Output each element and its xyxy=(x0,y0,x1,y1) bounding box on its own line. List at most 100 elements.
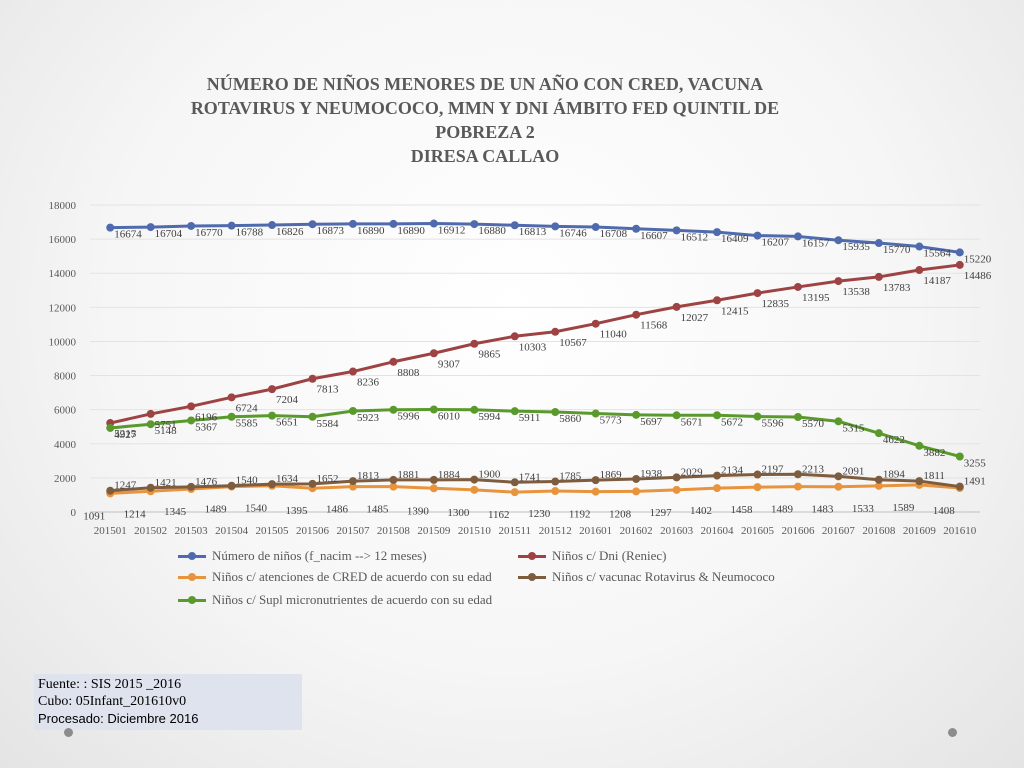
data-label-ninos: 16746 xyxy=(559,227,587,239)
source-line-fuente: Fuente: : SIS 2015 _2016 xyxy=(38,677,182,692)
data-label-dni: 8236 xyxy=(357,377,380,389)
data-label-cred: 1300 xyxy=(447,507,470,519)
data-label-dni: 9865 xyxy=(478,349,501,361)
data-point-vacuna xyxy=(713,471,722,480)
x-tick-label: 201605 xyxy=(741,525,775,537)
data-point-ninos xyxy=(874,239,883,248)
data-point-micronutrientes xyxy=(915,441,924,450)
data-point-dni xyxy=(874,272,883,281)
data-label-dni: 10567 xyxy=(559,337,587,349)
data-label-cred: 1489 xyxy=(771,504,794,516)
data-point-cred xyxy=(672,485,681,494)
data-point-micronutrientes xyxy=(106,423,115,432)
data-label-vacuna: 2029 xyxy=(681,466,704,478)
data-label-cred: 1091 xyxy=(83,510,105,522)
data-point-ninos xyxy=(348,219,357,228)
data-label-micronutrientes: 5584 xyxy=(317,418,340,430)
data-label-micronutrientes: 4927 xyxy=(114,429,136,441)
decorative-dot-right xyxy=(948,728,957,737)
series-line-dni xyxy=(109,263,960,425)
data-label-micronutrientes: 6010 xyxy=(438,410,461,422)
data-point-micronutrientes xyxy=(632,410,641,419)
x-tick-label: 201601 xyxy=(579,525,612,537)
data-label-ninos: 16890 xyxy=(357,225,385,237)
x-tick-label: 201501 xyxy=(94,525,127,537)
legend-swatch-dni xyxy=(518,551,546,561)
data-label-micronutrientes: 5367 xyxy=(195,421,218,433)
data-point-vacuna xyxy=(955,482,964,491)
legend-item-cred: Niños c/ atenciones de CRED de acuerdo c… xyxy=(178,569,492,585)
data-point-vacuna xyxy=(389,475,398,484)
chart-title-line-3: POBREZA 2 xyxy=(435,122,535,142)
data-label-micronutrientes: 4622 xyxy=(883,434,905,446)
x-tick-label: 201505 xyxy=(256,525,290,537)
data-point-vacuna xyxy=(551,477,560,486)
series-line-micronutrientes xyxy=(110,407,961,458)
data-point-dni xyxy=(227,393,236,402)
data-point-cred xyxy=(834,482,843,491)
data-point-vacuna xyxy=(348,477,357,486)
data-label-micronutrientes: 3255 xyxy=(964,457,987,469)
y-tick-label: 14000 xyxy=(49,268,77,280)
data-point-micronutrientes xyxy=(146,420,155,429)
data-point-cred xyxy=(874,481,883,490)
data-label-dni: 6196 xyxy=(195,411,218,423)
data-point-micronutrientes xyxy=(591,409,600,418)
data-point-vacuna xyxy=(915,477,924,486)
data-label-micronutrientes: 5773 xyxy=(600,415,623,427)
data-point-vacuna xyxy=(834,472,843,481)
data-label-ninos: 16607 xyxy=(640,230,668,242)
data-label-vacuna: 2134 xyxy=(721,465,744,477)
data-point-vacuna xyxy=(308,479,317,488)
data-label-ninos: 16207 xyxy=(762,237,790,249)
data-point-ninos xyxy=(713,228,722,237)
data-point-dni xyxy=(187,402,196,411)
data-label-micronutrientes: 5148 xyxy=(155,425,178,437)
data-label-micronutrientes: 5596 xyxy=(762,418,785,430)
data-point-dni xyxy=(915,266,924,275)
data-point-vacuna xyxy=(146,483,155,492)
data-point-ninos xyxy=(227,221,236,230)
data-label-vacuna: 2197 xyxy=(762,464,785,476)
data-point-micronutrientes xyxy=(429,405,438,414)
legend-swatch-ninos xyxy=(178,551,206,561)
x-tick-label: 201507 xyxy=(336,525,370,537)
data-label-cred: 1533 xyxy=(852,503,875,515)
data-point-micronutrientes xyxy=(834,417,843,426)
data-point-cred xyxy=(470,485,479,494)
y-tick-label: 18000 xyxy=(49,200,77,212)
data-label-cred: 1214 xyxy=(124,508,147,520)
data-label-dni: 9307 xyxy=(438,358,461,370)
data-label-ninos: 15564 xyxy=(923,248,951,260)
data-point-dni xyxy=(632,310,641,319)
data-label-vacuna: 1634 xyxy=(276,473,299,485)
data-label-micronutrientes: 5651 xyxy=(276,417,298,429)
data-label-ninos: 15220 xyxy=(964,253,992,265)
data-label-micronutrientes: 5671 xyxy=(681,416,703,428)
data-label-vacuna: 1247 xyxy=(114,480,136,492)
data-label-cred: 1483 xyxy=(811,504,834,516)
data-label-cred: 1230 xyxy=(528,508,551,520)
data-point-micronutrientes xyxy=(874,429,883,438)
data-point-vacuna xyxy=(227,481,236,490)
legend-swatch-micronutrientes xyxy=(178,595,206,605)
chart-title-line-2: ROTAVIRUS Y NEUMOCOCO, MMN Y DNI ÁMBITO … xyxy=(190,98,780,118)
data-point-dni xyxy=(268,385,277,394)
data-point-ninos xyxy=(955,248,964,257)
data-label-vacuna: 1884 xyxy=(438,469,461,481)
data-label-ninos: 16912 xyxy=(438,225,466,237)
data-label-ninos: 16880 xyxy=(478,225,506,237)
data-point-dni xyxy=(348,367,357,376)
data-label-vacuna: 1540 xyxy=(236,475,259,487)
data-label-vacuna: 1938 xyxy=(640,468,663,480)
data-point-micronutrientes xyxy=(510,407,519,416)
data-point-micronutrientes xyxy=(713,411,722,420)
data-label-vacuna: 1894 xyxy=(883,469,906,481)
data-label-vacuna: 1491 xyxy=(964,476,986,488)
data-label-ninos: 16157 xyxy=(802,237,830,249)
data-point-ninos xyxy=(672,226,681,235)
data-point-cred xyxy=(753,483,762,492)
x-tick-label: 201602 xyxy=(620,525,653,537)
data-point-vacuna xyxy=(874,475,883,484)
data-point-dni xyxy=(551,327,560,336)
